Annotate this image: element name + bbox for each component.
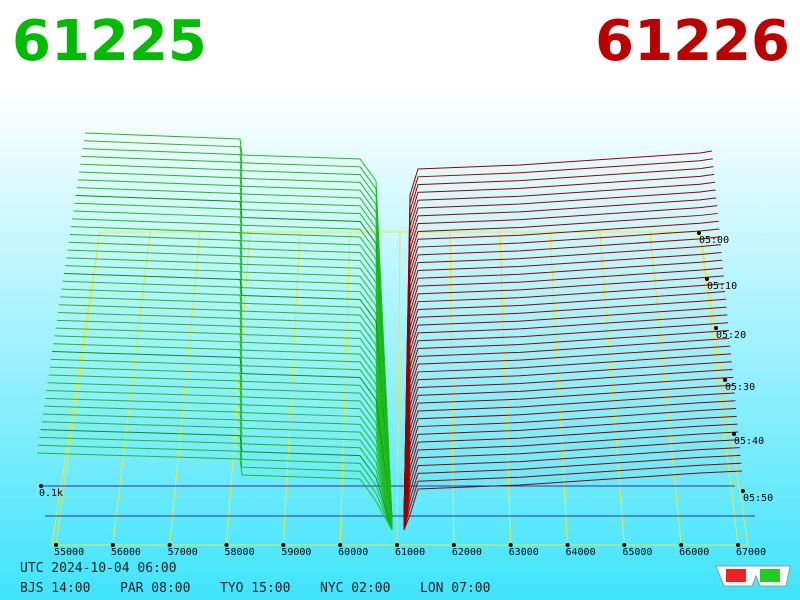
bid-depth-line: [36, 452, 393, 531]
price-label: 61000: [395, 547, 425, 558]
floor-line: [396, 231, 401, 546]
time-label: 05:00: [699, 235, 729, 246]
ask-depth-line: [403, 439, 740, 530]
floor-line: [169, 231, 201, 546]
ask-depth-line: [403, 408, 737, 529]
price-label: 59000: [281, 547, 311, 558]
bid-depth-line: [59, 304, 393, 526]
tick-dot: [110, 543, 115, 547]
price-label: 66000: [679, 547, 709, 558]
price-label: 56000: [111, 547, 141, 558]
tick-dot: [714, 326, 718, 330]
tick-dot: [39, 484, 43, 488]
bid-depth-line: [53, 343, 393, 527]
price-label: 64000: [566, 547, 596, 558]
bid-depth-line: [56, 319, 393, 526]
bid-depth-line: [38, 444, 393, 530]
price-label: 65000: [622, 547, 652, 558]
price-label: 57000: [168, 547, 198, 558]
bid-depth-line: [61, 288, 393, 525]
bid-depth-line: [60, 296, 393, 526]
floor-line: [649, 231, 682, 546]
glasses-icon: [715, 565, 791, 587]
floor-line: [499, 231, 512, 546]
bid-depth-line: [65, 265, 393, 525]
bid-depth-line: [47, 382, 393, 528]
tick-dot: [723, 378, 727, 382]
tick-dot: [679, 543, 684, 547]
tick-dot: [338, 543, 343, 547]
time-label: 05:40: [734, 436, 764, 447]
ask-depth-line: [403, 423, 738, 529]
utc-time: UTC 2024-10-04 06:00: [20, 561, 177, 576]
price-label: 58000: [225, 547, 255, 558]
bid-depth-line: [48, 374, 393, 528]
tick-dot: [565, 543, 570, 547]
ask-depth-line: [403, 447, 740, 530]
tick-dot: [705, 277, 709, 281]
ask-price: 61226: [595, 9, 790, 74]
bid-depth-line: [40, 429, 393, 530]
price-label: 62000: [452, 547, 482, 558]
bid-depth-line: [55, 327, 393, 527]
ask-depth-line: [403, 415, 737, 529]
floor-line: [449, 231, 455, 546]
zone-time: NYC 02:00: [320, 581, 390, 596]
price-label: 63000: [509, 547, 539, 558]
bid-depth-line: [44, 405, 393, 529]
tick-dot: [224, 543, 229, 547]
zone-time: BJS 14:00: [20, 581, 90, 596]
bid-depth-line: [46, 390, 393, 529]
tick-dot: [395, 543, 399, 547]
time-label: 05:30: [725, 382, 755, 393]
depth-lines: [36, 132, 743, 531]
tick-dot: [281, 543, 286, 547]
bid-depth-line: [52, 351, 393, 527]
tick-dot: [697, 231, 701, 235]
tick-dot: [167, 543, 172, 547]
bid-depth-line: [58, 312, 393, 526]
zone-time: LON 07:00: [420, 581, 490, 596]
bid-depth-line: [49, 366, 393, 528]
price-label: 60000: [338, 547, 368, 558]
price-label: 67000: [736, 547, 766, 558]
bid-depth-line: [54, 335, 393, 527]
tick-dot: [54, 543, 58, 547]
time-label: 05:50: [743, 493, 773, 504]
ask-depth-line: [403, 400, 736, 528]
bid-depth-line: [42, 413, 393, 529]
tick-dot: [622, 543, 627, 547]
ask-depth-line: [403, 454, 741, 530]
bid-depth-line: [45, 397, 393, 529]
ask-depth-line: [403, 431, 739, 529]
tick-dot: [732, 432, 736, 436]
price-label: 55000: [54, 547, 84, 558]
time-label: 05:10: [707, 281, 737, 292]
bid-price: 61225: [12, 9, 207, 74]
tick-dot: [736, 543, 740, 547]
bid-depth-line: [39, 436, 393, 530]
bid-depth-line: [51, 358, 393, 528]
zone-time: PAR 08:00: [120, 581, 190, 596]
zone-time: TYO 15:00: [220, 581, 290, 596]
floor-line: [282, 231, 301, 546]
tick-dot: [741, 489, 745, 493]
ask-depth-line: [403, 470, 743, 531]
time-label: 05:20: [716, 330, 746, 341]
bid-depth-line: [63, 272, 393, 525]
floor-line: [55, 231, 101, 546]
tick-dot: [508, 543, 513, 547]
axis-labels: 55000 56000 57000 58000 59000 60000 61000 62000…: [39, 231, 773, 558]
bid-depth-line: [41, 421, 393, 530]
ask-depth-line: [403, 462, 742, 530]
floor-line: [699, 231, 739, 546]
floor-line: [339, 231, 351, 546]
tick-dot: [451, 543, 456, 547]
bid-depth-line: [62, 280, 393, 525]
depth-label: 0.1k: [39, 488, 63, 499]
